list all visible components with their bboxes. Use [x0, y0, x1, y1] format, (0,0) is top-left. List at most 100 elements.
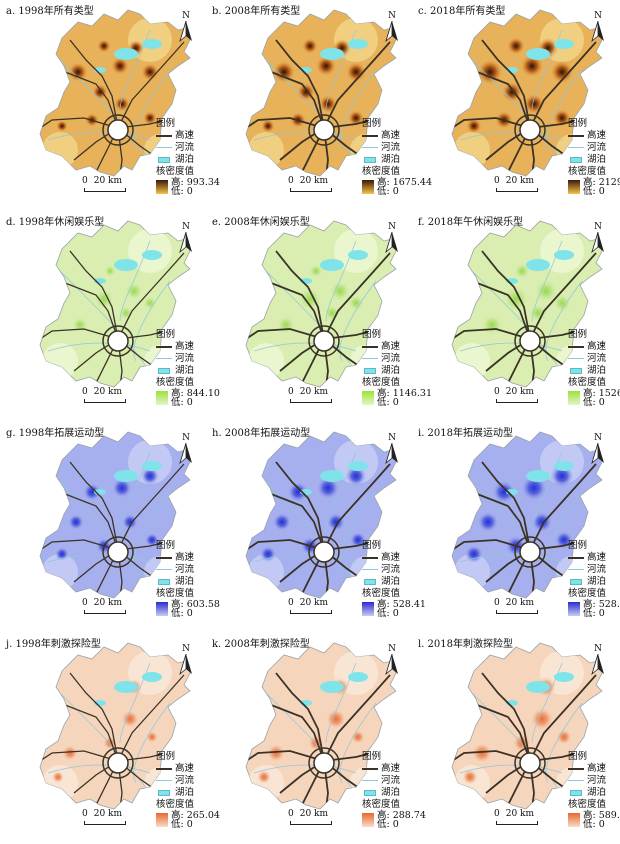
scale-distance: 20 km [93, 387, 123, 397]
map-legend: 图例 高速 河流 湖泊 核密度值 高: 265.04 低: 0 [156, 751, 220, 829]
highway-line [481, 250, 531, 340]
density-hotspot [112, 478, 132, 498]
density-hotspot [326, 512, 346, 532]
north-arrow-icon: N [178, 223, 194, 258]
legend-river: 河流 [362, 142, 432, 154]
scale-zero: 0 [288, 387, 294, 397]
density-hotspot [56, 120, 68, 132]
north-arrow-icon: N [384, 434, 400, 469]
river-line [339, 280, 377, 362]
highway-line [40, 117, 119, 129]
ring-road [519, 541, 541, 563]
north-arrow-icon: N [590, 223, 606, 258]
north-label: N [594, 433, 602, 443]
ring-road [514, 114, 546, 146]
kernel-density-map [245, 220, 397, 388]
highway-line [275, 672, 325, 762]
kernel-density-map [451, 220, 603, 388]
highway-line [452, 328, 531, 340]
panel-title: h. 2008年拓展运动型 [212, 428, 311, 439]
scale-zero: 0 [82, 176, 88, 186]
legend-kd-title: 核密度值 [156, 166, 195, 177]
scale-zero: 0 [494, 176, 500, 186]
map-legend: 图例 高速 河流 湖泊 核密度值 高: 844.10 低: 0 [156, 329, 220, 407]
density-hotspot [104, 265, 116, 277]
legend-river: 河流 [568, 142, 620, 154]
legend-title: 图例 [156, 751, 176, 762]
low-density-area [42, 343, 78, 379]
scale-distance: 20 km [93, 809, 123, 819]
density-hotspot [141, 63, 159, 81]
arrow-icon [385, 442, 398, 465]
kernel-density-map [39, 9, 191, 177]
legend-lake: 湖泊 [156, 787, 220, 799]
highway-line [275, 461, 325, 551]
legend-ramp: 高: 2129.98低: 0 [568, 178, 620, 196]
highway-line [323, 674, 391, 762]
lake-shape [554, 672, 574, 682]
lake-shape [114, 470, 138, 482]
legend-ramp: 高: 1526.500低: 0 [568, 389, 620, 407]
density-hotspot [114, 96, 130, 112]
scale-bar: 0 20 km [82, 176, 126, 192]
low-density-area [454, 343, 490, 379]
river-line [339, 702, 377, 784]
lake-shape [554, 39, 574, 49]
low-density-area [248, 343, 284, 379]
density-hotspot [261, 119, 275, 133]
map-legend: 图例 高速 河流 湖泊 核密度值 高: 1146.31 低: 0 [362, 329, 432, 407]
highway-line [265, 280, 325, 340]
scale-zero: 0 [494, 387, 500, 397]
density-hotspot [146, 731, 158, 743]
arrow-icon [591, 653, 604, 676]
lake-shape [348, 39, 368, 49]
north-label: N [594, 222, 602, 232]
legend-river: 河流 [362, 564, 426, 576]
arrow-icon [385, 231, 398, 254]
ring-road [107, 752, 129, 774]
density-hotspot [121, 710, 139, 728]
density-hotspot [477, 511, 499, 533]
scale-distance: 20 km [299, 176, 329, 186]
highway-line [69, 672, 119, 762]
north-arrow-icon: N [384, 223, 400, 258]
highway-line [59, 280, 119, 340]
lake-shape [348, 461, 368, 471]
river-line [133, 491, 171, 573]
arrow-icon [179, 442, 192, 465]
arrow-icon [385, 653, 398, 676]
highway-line [323, 252, 391, 340]
north-arrow-icon: N [590, 434, 606, 469]
scale-distance: 20 km [93, 598, 123, 608]
legend-highway: 高速 [568, 552, 620, 564]
density-hotspot [520, 54, 544, 78]
density-hotspot [466, 118, 482, 134]
river-line [459, 342, 563, 352]
ring-road [514, 747, 546, 779]
lake-shape [348, 672, 368, 682]
north-arrow-icon: N [178, 434, 194, 469]
legend-title: 图例 [156, 329, 176, 340]
river-line [545, 702, 583, 784]
highway-line [452, 117, 531, 129]
legend-ramp: 高: 844.10 低: 0 [156, 389, 220, 407]
map-legend: 图例 高速 河流 湖泊 核密度值 高: 993.34 低: 0 [156, 118, 220, 196]
arrow-icon [179, 20, 192, 43]
scale-bar: 0 20 km [494, 176, 538, 192]
legend-kd-title: 核密度值 [362, 588, 401, 599]
density-hotspot [111, 57, 129, 75]
ring-road [313, 119, 335, 141]
density-hotspot [68, 62, 88, 82]
legend-highway: 高速 [156, 763, 220, 775]
highway-line [265, 702, 325, 762]
legend-highway: 高速 [362, 341, 432, 353]
kernel-density-map [451, 9, 603, 177]
arrow-icon [591, 442, 604, 465]
legend-kd-title: 核密度值 [156, 377, 195, 388]
density-hotspot [94, 289, 114, 309]
density-hotspot [462, 769, 478, 785]
